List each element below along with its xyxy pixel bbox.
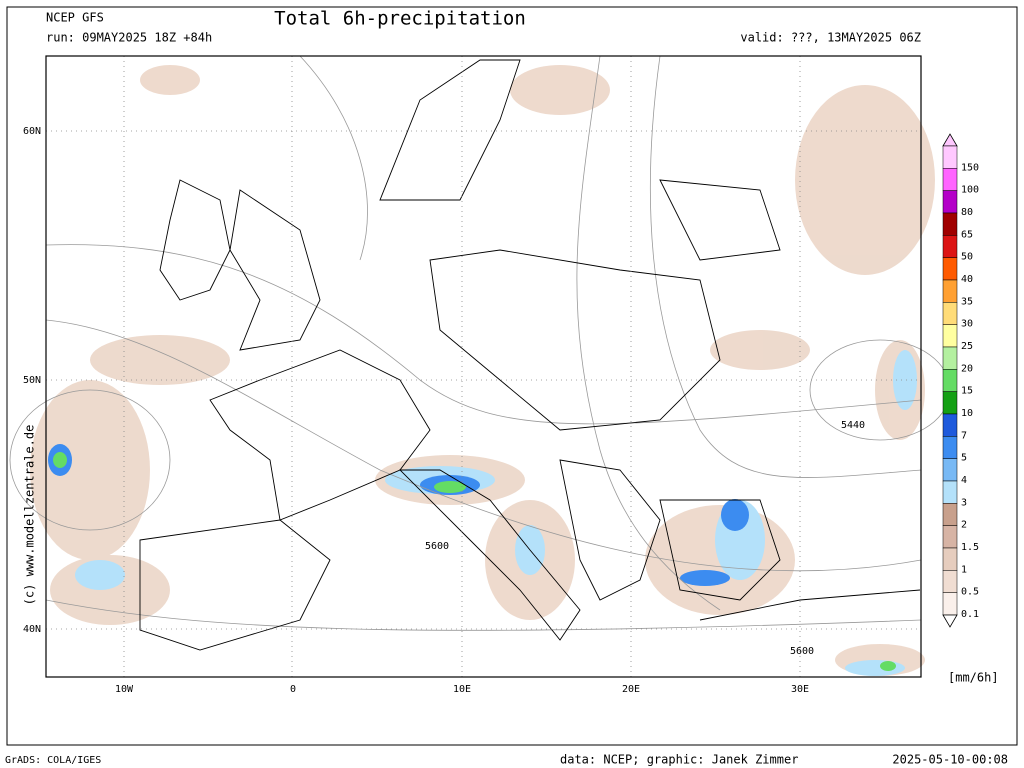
latitude-label: 60N	[23, 126, 41, 137]
colorbar-swatch	[942, 413, 958, 437]
coastlines-borders	[139, 59, 921, 651]
contour-label: 5440	[841, 420, 865, 431]
colorbar-swatch	[942, 436, 958, 459]
colorbar-swatch	[942, 547, 958, 571]
watermark: (c) www.modellzentrale.de	[23, 425, 37, 606]
colorbar-swatch	[942, 570, 958, 593]
colorbar-label: 5	[961, 453, 967, 464]
colorbar-swatch	[942, 279, 958, 303]
colorbar-swatch	[942, 391, 958, 415]
model-name: NCEP GFS	[46, 11, 104, 25]
colorbar-swatch	[942, 168, 958, 191]
valid-time: valid: ???, 13MAY2025 06Z	[740, 31, 921, 45]
precip-intense	[53, 452, 896, 671]
colorbar-swatch	[942, 212, 958, 236]
colorbar-swatch	[942, 324, 958, 348]
colorbar-swatch	[942, 592, 958, 616]
colorbar-label: 10	[961, 408, 973, 419]
colorbar-label: 35	[961, 296, 973, 307]
colorbar-label: 4	[961, 475, 967, 486]
colorbar-swatch	[942, 458, 958, 482]
contour-label: 5600	[425, 541, 449, 552]
colorbar-label: 50	[961, 252, 973, 263]
geopotential-contours	[9, 55, 951, 631]
contour-label: 5600	[790, 646, 814, 657]
footer-credit: data: NCEP; graphic: Janek Zimmer	[560, 753, 798, 767]
colorbar-label: 15	[961, 386, 973, 397]
map-frame	[45, 55, 922, 678]
colorbar-swatch	[942, 190, 958, 214]
colorbar-label: 3	[961, 497, 967, 508]
colorbar-swatch	[942, 480, 958, 504]
colorbar-arrow-top	[942, 133, 958, 147]
colorbar-label: 30	[961, 319, 973, 330]
colorbar-label: 1	[961, 564, 967, 575]
footer-timestamp: 2025-05-10-00:08	[892, 753, 1008, 767]
colorbar-label: 80	[961, 207, 973, 218]
latitude-label: 40N	[23, 624, 41, 635]
longitude-label: 10W	[115, 684, 134, 695]
colorbar-label: 1.5	[961, 542, 979, 553]
map-area: 5440 5600 5600	[9, 55, 951, 678]
outer-frame	[6, 6, 1018, 746]
map-title: Total 6h-precipitation	[274, 8, 526, 30]
colorbar-label: 20	[961, 363, 973, 374]
colorbar-label: 0.1	[961, 609, 979, 620]
colorbar-label: 0.5	[961, 587, 979, 598]
latitude-label: 50N	[23, 375, 41, 386]
colorbar-swatch	[942, 525, 958, 549]
longitude-label: 10E	[453, 684, 471, 695]
colorbar-swatch	[942, 145, 958, 169]
footer-software: GrADS: COLA/IGES	[5, 755, 101, 766]
colorbar-swatch	[942, 235, 958, 258]
colorbar-label: 100	[961, 185, 979, 196]
colorbar-label: 65	[961, 229, 973, 240]
colorbar-label: 150	[961, 162, 979, 173]
longitude-label: 30E	[791, 684, 809, 695]
graticule	[46, 56, 921, 677]
colorbar-swatch	[942, 302, 958, 325]
legend-unit: [mm/6h]	[948, 671, 999, 685]
colorbar-swatch	[942, 369, 958, 392]
colorbar-arrow-bottom	[942, 614, 958, 628]
colorbar-label: 2	[961, 520, 967, 531]
run-info: run: 09MAY2025 18Z +84h	[46, 31, 212, 45]
colorbar-label: 40	[961, 274, 973, 285]
colorbar-label: 7	[961, 430, 967, 441]
longitude-label: 20E	[622, 684, 640, 695]
longitude-label: 0	[290, 684, 296, 695]
colorbar-label: 25	[961, 341, 973, 352]
colorbar-swatch	[942, 346, 958, 370]
colorbar-swatch	[942, 503, 958, 526]
colorbar-swatch	[942, 257, 958, 281]
